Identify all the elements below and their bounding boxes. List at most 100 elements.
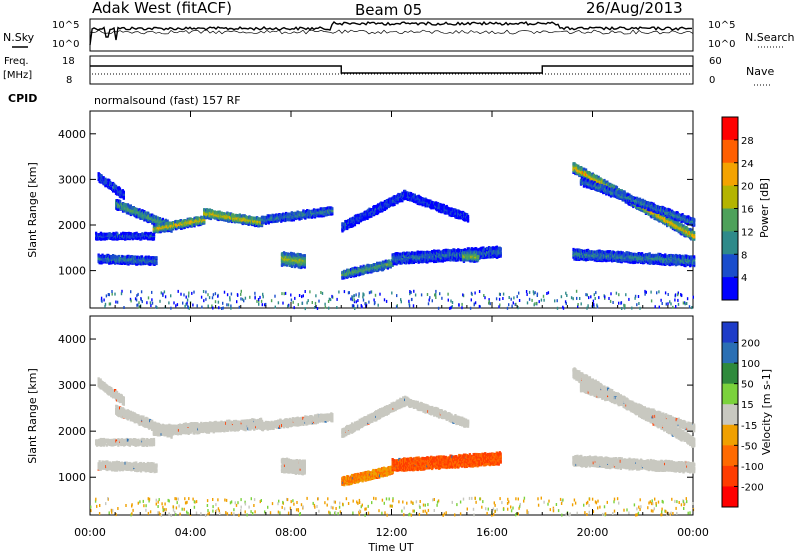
echo-cell xyxy=(193,223,196,227)
nave-label: Nave xyxy=(746,65,774,78)
echo-cell xyxy=(153,226,157,230)
echo-cell xyxy=(304,216,307,220)
echo-cell xyxy=(303,256,306,260)
echo-cell xyxy=(155,259,158,263)
echo-cell xyxy=(147,211,150,215)
echo-cell xyxy=(209,217,213,221)
echo-cell xyxy=(346,227,349,231)
echo-cell xyxy=(116,237,119,241)
echo-cell xyxy=(260,224,264,228)
echo-cell xyxy=(152,237,156,241)
echo-cell xyxy=(296,210,299,214)
echo-cell xyxy=(285,263,289,267)
noise-right-tick-top: 10^5 xyxy=(708,20,735,31)
echo-cell xyxy=(122,190,125,194)
power-panel-frame xyxy=(89,110,694,309)
echo-cell xyxy=(118,259,121,263)
echo-cell xyxy=(133,232,136,236)
echo-cell xyxy=(141,209,144,213)
echo-cell xyxy=(161,217,164,221)
echo-cell xyxy=(476,258,480,262)
echo-cell xyxy=(155,261,158,265)
echo-cell xyxy=(499,247,502,251)
date-title: 26/Aug/2013 xyxy=(586,0,683,17)
echo-cell xyxy=(303,254,306,258)
echo-cell xyxy=(264,221,267,225)
freq-label-bottom: [MHz] xyxy=(3,70,32,81)
noise-right-tick-bottom: 10^0 xyxy=(708,39,735,50)
echo-cell xyxy=(127,262,130,266)
echo-cell xyxy=(119,200,122,203)
echo-cell xyxy=(140,255,144,259)
echo-cell xyxy=(476,251,480,255)
echo-cell xyxy=(125,211,129,215)
echo-cell xyxy=(117,254,121,258)
echo-cell xyxy=(118,187,122,191)
echo-cell xyxy=(102,176,105,180)
power-echo-marks xyxy=(95,162,696,311)
echo-cell xyxy=(189,217,192,221)
echo-cell xyxy=(115,200,118,204)
beam-title: Beam 05 xyxy=(355,1,422,19)
echo-cell xyxy=(100,174,103,178)
echo-cell xyxy=(118,189,122,193)
freq-left-tick-top: 18 xyxy=(62,56,75,67)
echo-cell xyxy=(104,177,107,181)
echo-cell xyxy=(466,214,470,218)
echo-cell xyxy=(205,210,208,214)
echo-cell xyxy=(331,212,334,215)
echo-cell xyxy=(203,220,206,224)
echo-cell xyxy=(114,184,118,188)
echo-cell xyxy=(145,231,148,235)
echo-cell xyxy=(129,204,132,208)
noise-search-line xyxy=(89,29,694,35)
echo-cell xyxy=(267,221,270,225)
freq-line xyxy=(90,65,693,74)
echo-cell xyxy=(155,256,158,260)
noise-left-tick-bottom: 10^0 xyxy=(52,39,79,50)
noise-panel: N.Sky 10^5 10^0 10^5 10^0 N.Search xyxy=(3,18,795,52)
freq-panel: Freq. [MHz] 18 8 60 0 Nave xyxy=(3,55,774,86)
echo-cell xyxy=(206,213,209,217)
noise-right-label: N.Search xyxy=(745,31,795,44)
echo-cell xyxy=(105,180,108,184)
echo-cell xyxy=(232,213,235,217)
echo-cell xyxy=(152,233,156,236)
echo-cell xyxy=(108,232,111,236)
cpid-text: normalsound (fast) 157 RF xyxy=(94,94,241,107)
freq-right-tick-bottom: 0 xyxy=(709,75,715,86)
echo-cell xyxy=(122,192,125,196)
echo-cell xyxy=(134,255,137,259)
echo-cell xyxy=(420,250,423,254)
freq-label-top: Freq. xyxy=(4,56,29,67)
echo-cell xyxy=(148,232,151,236)
echo-cell xyxy=(179,219,183,222)
echo-cell xyxy=(121,255,124,259)
echo-cell xyxy=(164,218,167,222)
freq-right-tick-top: 60 xyxy=(709,56,722,67)
cpid-label: CPID xyxy=(8,92,37,105)
echo-cell xyxy=(108,179,111,183)
echo-cell xyxy=(236,216,240,220)
echo-cell xyxy=(269,214,272,218)
echo-cell xyxy=(170,229,173,233)
freq-panel-frame xyxy=(89,55,694,85)
noise-left-label: N.Sky xyxy=(3,31,35,44)
echo-cell xyxy=(331,207,334,211)
echo-cell xyxy=(166,219,169,223)
noise-panel-frame xyxy=(89,18,694,52)
echo-cell xyxy=(223,212,226,216)
echo-cell xyxy=(122,195,125,199)
freq-left-tick-bottom: 8 xyxy=(66,75,72,86)
echo-cell xyxy=(116,261,120,265)
echo-cell xyxy=(158,217,162,220)
echo-cell xyxy=(135,211,138,215)
noise-sky-line xyxy=(89,21,692,46)
echo-cell xyxy=(331,208,334,212)
echo-cell xyxy=(499,250,502,254)
echo-cell xyxy=(141,232,144,236)
echo-cell xyxy=(208,208,212,212)
echo-cell xyxy=(123,262,126,265)
